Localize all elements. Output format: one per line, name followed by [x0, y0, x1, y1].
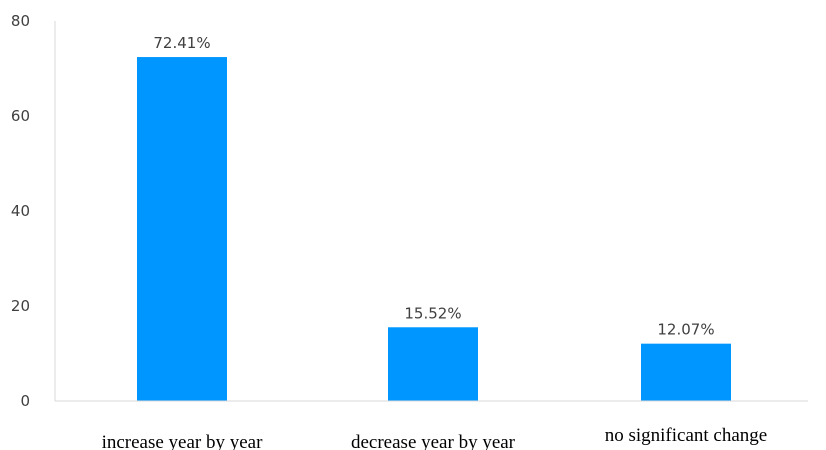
y-tick-label: 40 — [11, 202, 30, 220]
y-tick-label: 0 — [20, 392, 30, 410]
category-label: no significant change — [605, 425, 768, 446]
data-label: 12.07% — [657, 321, 714, 339]
bars — [137, 57, 731, 402]
y-tick-label: 60 — [11, 107, 30, 125]
category-label: increase year by year — [102, 432, 264, 450]
category-label: decrease year by year — [351, 432, 516, 450]
y-tick-labels: 0 20 40 60 80 — [11, 12, 30, 410]
data-label: 72.41% — [153, 34, 210, 52]
y-tick-label: 80 — [11, 12, 30, 30]
bar-no-significant-change — [641, 343, 731, 401]
y-tick-label: 20 — [11, 297, 30, 315]
data-label: 15.52% — [404, 304, 461, 322]
bar-decrease-year-by-year — [388, 327, 478, 401]
bar-increase-year-by-year — [137, 57, 227, 402]
data-labels: 72.41% 15.52% 12.07% — [153, 34, 714, 339]
category-labels: increase year by year decrease year by y… — [102, 425, 768, 450]
